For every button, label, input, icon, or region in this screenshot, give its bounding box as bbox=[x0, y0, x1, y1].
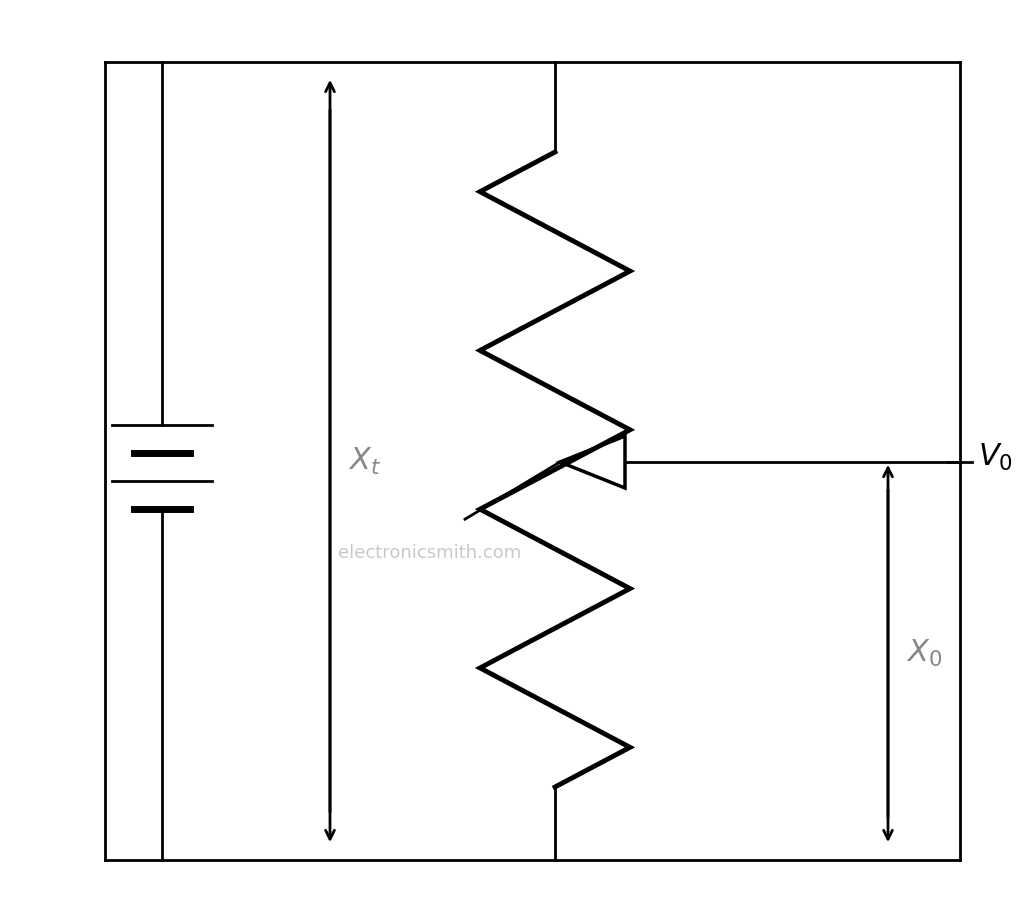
Text: $\mathit{X_0}$: $\mathit{X_0}$ bbox=[906, 638, 942, 669]
Text: electronicsmith.com: electronicsmith.com bbox=[339, 544, 521, 562]
Text: $\mathit{X_t}$: $\mathit{X_t}$ bbox=[348, 445, 381, 477]
Text: $\mathit{V_0}$: $\mathit{V_0}$ bbox=[978, 442, 1013, 473]
